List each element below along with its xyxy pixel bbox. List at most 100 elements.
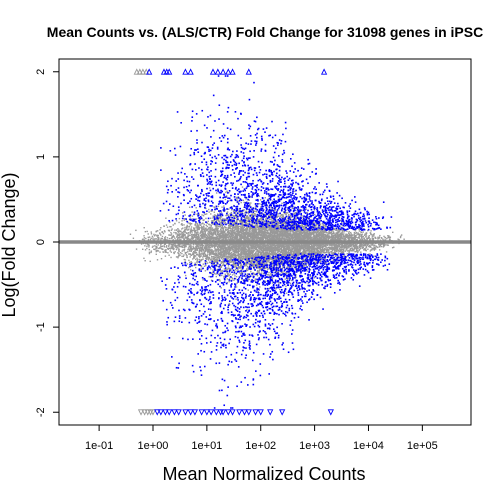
- data-point: [260, 229, 262, 231]
- data-point: [290, 253, 293, 256]
- data-point: [369, 238, 371, 240]
- data-point: [275, 223, 277, 226]
- data-point: [196, 259, 199, 261]
- data-point: [315, 260, 317, 262]
- data-point: [296, 259, 298, 261]
- data-point: [326, 244, 329, 246]
- data-point: [220, 265, 223, 268]
- data-point: [190, 226, 193, 228]
- data-point: [148, 248, 151, 251]
- data-point: [363, 238, 365, 241]
- data-point: [206, 246, 208, 249]
- data-point: [273, 263, 276, 265]
- data-point: [287, 245, 289, 247]
- data-point: [248, 250, 250, 253]
- data-point: [152, 238, 154, 241]
- data-point: [370, 246, 372, 248]
- data-point: [163, 245, 165, 247]
- data-point: [184, 274, 187, 277]
- data-point: [156, 235, 158, 237]
- data-point: [373, 235, 375, 237]
- data-point: [281, 267, 284, 270]
- data-point: [236, 245, 238, 247]
- data-point: [263, 261, 265, 263]
- data-point: [190, 261, 192, 263]
- data-point: [254, 220, 256, 222]
- data-point: [275, 265, 278, 267]
- data-point: [398, 238, 400, 241]
- data-point: [298, 247, 300, 249]
- data-point: [313, 231, 316, 233]
- data-point: [246, 262, 248, 265]
- data-point: [246, 208, 249, 210]
- data-point: [215, 245, 217, 247]
- data-point: [249, 203, 251, 206]
- data-point: [221, 255, 224, 257]
- data-point: [399, 236, 402, 239]
- data-point: [240, 231, 243, 234]
- data-point: [206, 262, 209, 264]
- data-point: [340, 232, 342, 234]
- data-point: [322, 244, 325, 246]
- data-point: [174, 229, 176, 231]
- data-point: [166, 226, 169, 228]
- data-point: [194, 249, 196, 252]
- data-point: [287, 215, 290, 218]
- data-point: [356, 247, 358, 249]
- data-point: [268, 226, 270, 228]
- data-point: [237, 210, 240, 212]
- data-point: [270, 246, 273, 249]
- data-point: [254, 252, 256, 255]
- data-point: [247, 213, 250, 215]
- data-point: [280, 220, 282, 223]
- data-point: [307, 234, 309, 236]
- data-point: [331, 246, 333, 248]
- data-point: [176, 247, 179, 249]
- data-point: [233, 222, 235, 224]
- data-point: [247, 220, 249, 222]
- data-point: [323, 255, 325, 258]
- data-point: [143, 237, 146, 239]
- data-point: [245, 236, 247, 238]
- data-point: [275, 287, 277, 289]
- data-point: [206, 256, 208, 258]
- data-point: [226, 258, 228, 261]
- data-point: [294, 247, 297, 250]
- data-point: [222, 255, 225, 257]
- data-point: [283, 231, 285, 233]
- data-point: [219, 255, 222, 257]
- data-point: [245, 210, 247, 212]
- data-point: [317, 255, 320, 257]
- data-point: [286, 233, 288, 235]
- data-point: [187, 249, 189, 251]
- data-point: [202, 256, 204, 258]
- data-point: [314, 252, 316, 254]
- data-point: [193, 248, 195, 250]
- data-point: [152, 245, 154, 247]
- data-point: [217, 215, 219, 218]
- data-point: [200, 246, 202, 249]
- data-point: [219, 243, 222, 245]
- data-point: [251, 252, 253, 254]
- data-point: [315, 247, 317, 249]
- data-point: [245, 219, 248, 222]
- data-point: [238, 266, 241, 268]
- data-point: [184, 218, 186, 220]
- data-point: [230, 249, 232, 251]
- data-point: [226, 214, 228, 217]
- data-point: [144, 230, 147, 233]
- data-point: [321, 223, 324, 225]
- data-point: [190, 250, 193, 252]
- data-point: [219, 265, 221, 268]
- data-point: [297, 238, 299, 240]
- data-point: [353, 248, 356, 250]
- data-point: [191, 215, 194, 217]
- data-point: [179, 230, 182, 232]
- data-point: [270, 266, 272, 268]
- data-point: [170, 226, 172, 228]
- data-point: [184, 259, 187, 261]
- data-point: [250, 227, 253, 229]
- data-point: [214, 236, 217, 239]
- data-point: [189, 232, 192, 234]
- data-point: [256, 249, 258, 251]
